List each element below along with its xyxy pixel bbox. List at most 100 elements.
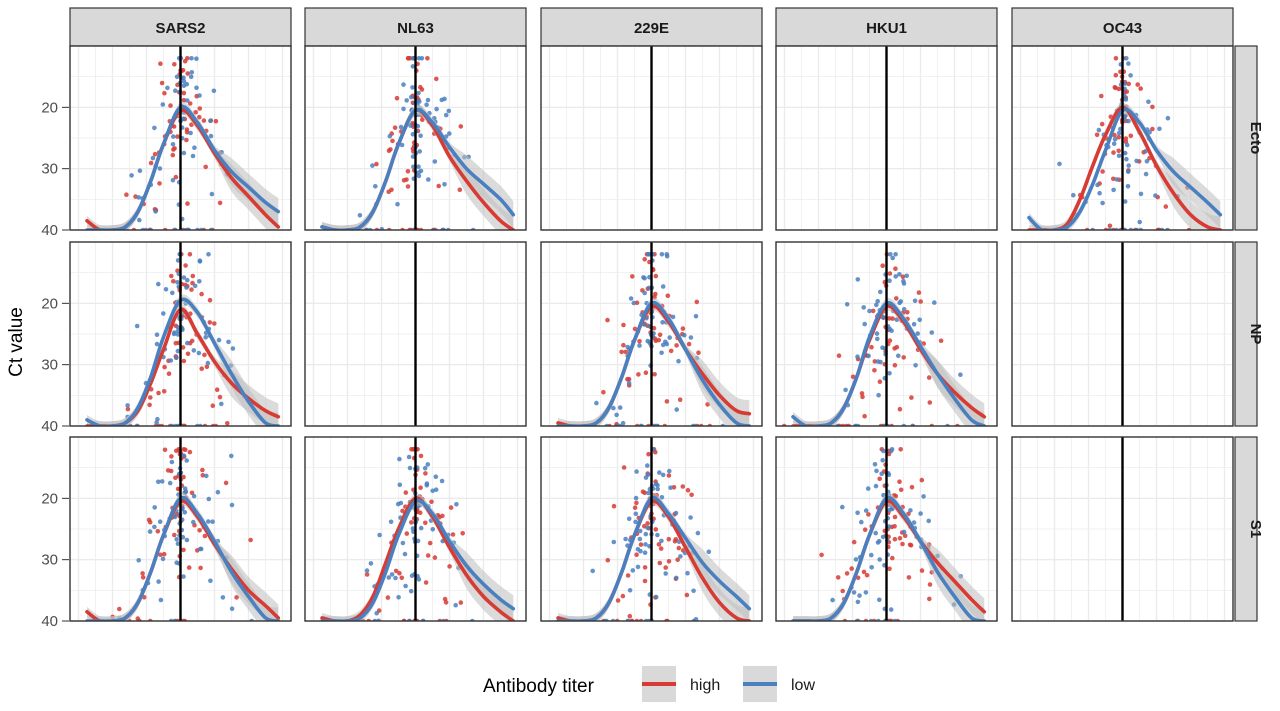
scatter-point-low — [896, 353, 901, 359]
scatter-point-low — [181, 574, 186, 579]
scatter-point-high — [181, 97, 187, 103]
panel-np-sars2 — [69, 241, 292, 427]
scatter-point-high — [836, 353, 842, 359]
scatter-point-low — [158, 597, 164, 603]
panel-border — [69, 436, 292, 622]
scatter-point-low — [161, 311, 166, 316]
scatter-point-high — [156, 390, 161, 396]
scatter-point-low — [181, 75, 186, 80]
scatter-point-low — [855, 510, 860, 516]
scatter-point-high — [892, 514, 898, 520]
scatter-point-low — [442, 182, 447, 187]
scatter-point-low — [594, 400, 599, 406]
scatter-point-high — [197, 528, 202, 533]
scatter-point-low — [181, 78, 187, 84]
scatter-point-high — [877, 476, 882, 482]
scatter-point-high — [405, 56, 411, 61]
scatter-point-low — [867, 308, 872, 314]
scatter-point-high — [397, 570, 402, 576]
scatter-point-low — [373, 184, 378, 189]
scatter-point-high — [634, 552, 639, 557]
scatter-point-low — [185, 277, 190, 283]
row-strip-background — [1234, 241, 1258, 427]
scatter-point-high — [668, 348, 674, 354]
scatter-point-high — [140, 571, 145, 576]
scatter-point-low — [170, 142, 176, 147]
scatter-point-low — [676, 358, 681, 364]
scatter-point-high — [611, 503, 617, 509]
scatter-point-high — [234, 595, 239, 600]
scatter-point-high — [425, 56, 430, 61]
scatter-point-low — [157, 519, 163, 524]
scatter-point-low — [904, 273, 909, 279]
scatter-point-low — [855, 599, 861, 605]
scatter-point-high — [170, 152, 176, 158]
scatter-point-high — [835, 575, 841, 580]
scatter-point-low — [220, 595, 226, 600]
scatter-point-high — [897, 536, 903, 541]
scatter-point-high — [171, 279, 176, 284]
scatter-point-low — [876, 538, 882, 544]
scatter-point-high — [386, 148, 392, 153]
scatter-point-low — [630, 568, 636, 573]
scatter-point-high — [652, 372, 657, 377]
scatter-point-high — [819, 552, 824, 558]
scatter-point-high — [637, 339, 642, 344]
scatter-point-low — [929, 330, 935, 335]
column-strip-label: OC43 — [1103, 20, 1142, 37]
panels-layer: SARS2 NL63 229E HKU1 OC43 Ecto NP S1 20 30 40 20 30 4… — [41, 7, 1264, 630]
scatter-point-high — [140, 575, 146, 580]
scatter-point-high — [900, 541, 905, 547]
scatter-point-high — [166, 371, 172, 377]
scatter-point-low — [432, 159, 438, 164]
scatter-point-high — [393, 568, 399, 574]
scatter-point-low — [185, 340, 190, 346]
scatter-point-high — [1128, 133, 1134, 139]
scatter-point-low — [872, 462, 878, 467]
scatter-point-high — [181, 547, 186, 553]
scatter-point-low — [901, 278, 906, 284]
scatter-point-high — [197, 114, 202, 120]
scatter-point-low — [866, 353, 871, 359]
scatter-point-high — [180, 345, 186, 350]
scatter-point-high — [632, 505, 638, 511]
panel-s1-nl63 — [304, 436, 527, 622]
scatter-point-low — [688, 335, 694, 340]
scatter-point-high — [880, 263, 885, 269]
panel-s1-hku1 — [775, 436, 998, 622]
column-strip-background — [69, 7, 292, 47]
scatter-point-high — [621, 465, 627, 470]
scatter-point-low — [1125, 184, 1131, 189]
scatter-point-low — [897, 300, 902, 306]
scatter-point-low — [137, 168, 143, 173]
panel-border — [540, 436, 763, 622]
panel-ecto-hku1 — [775, 45, 998, 231]
scatter-point-low — [878, 359, 883, 365]
scatter-point-low — [659, 350, 664, 356]
scatter-point-low — [426, 177, 431, 182]
scatter-point-low — [389, 572, 395, 577]
scatter-point-high — [189, 490, 195, 496]
scatter-point-high — [440, 513, 445, 519]
scatter-point-high — [213, 118, 219, 124]
scatter-point-high — [447, 564, 452, 569]
scatter-point-low — [880, 534, 886, 540]
scatter-point-low — [851, 590, 857, 595]
scatter-point-high — [392, 125, 398, 130]
scatter-point-low — [611, 539, 617, 545]
scatter-point-high — [894, 344, 900, 350]
scatter-point-high — [605, 317, 610, 323]
row-strip-np: NP — [1234, 241, 1264, 427]
scatter-point-high — [399, 575, 405, 581]
scatter-point-low — [1138, 191, 1144, 197]
scatter-point-low — [208, 578, 213, 584]
scatter-point-high — [656, 337, 662, 343]
scatter-point-low — [210, 519, 215, 524]
scatter-point-low — [160, 556, 166, 562]
scatter-point-high — [420, 117, 425, 122]
scatter-point-high — [172, 146, 177, 151]
scatter-point-high — [432, 555, 438, 560]
scatter-point-high — [686, 341, 692, 347]
scatter-point-low — [163, 287, 169, 292]
scatter-point-high — [181, 90, 187, 96]
